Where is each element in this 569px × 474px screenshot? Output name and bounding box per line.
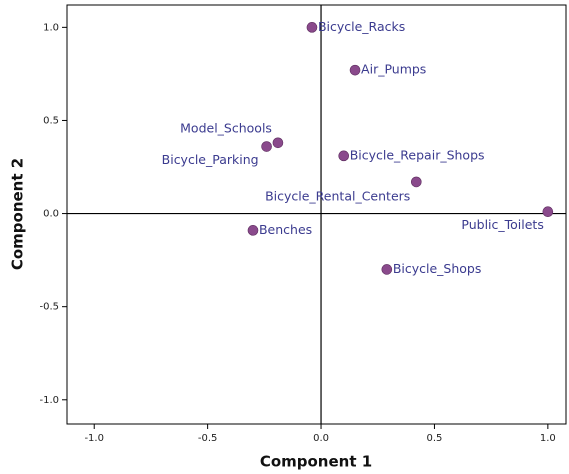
point-label: Bicycle_Racks	[318, 19, 405, 34]
plot-frame	[66, 4, 567, 425]
x-tick-label: -0.5	[198, 433, 218, 444]
point-label: Bicycle_Repair_Shops	[350, 147, 485, 162]
point-label: Bicycle_Shops	[393, 261, 482, 276]
point	[349, 64, 361, 76]
y-tick-label: 0.0	[43, 209, 59, 220]
x-axis-title: Component 1	[260, 453, 372, 471]
y-tick-label: 1.0	[43, 22, 59, 33]
point-label: Public_Toilets	[461, 217, 543, 232]
y-tick-label: 0.5	[43, 115, 59, 126]
x-tick-label: -1.0	[84, 433, 104, 444]
y-tick-label: -1.0	[39, 395, 59, 406]
point	[306, 22, 318, 33]
point-label: Benches	[259, 222, 312, 237]
y-tick-label: -0.5	[39, 302, 59, 313]
point	[261, 141, 272, 152]
point	[542, 206, 554, 218]
point-label: Bicycle_Rental_Centers	[265, 188, 410, 203]
point-label: Model_Schools	[180, 120, 272, 135]
point-label: Bicycle_Parking	[162, 152, 259, 167]
y-axis-title: Component 2	[9, 158, 27, 270]
x-tick-label: 0.0	[313, 433, 329, 444]
point	[272, 137, 284, 149]
x-tick-label: 0.5	[426, 433, 442, 444]
point-label: Air_Pumps	[361, 62, 426, 77]
point	[247, 225, 259, 236]
point	[338, 150, 350, 162]
point	[381, 264, 393, 275]
x-tick-label: 1.0	[540, 433, 556, 444]
point	[410, 176, 422, 188]
